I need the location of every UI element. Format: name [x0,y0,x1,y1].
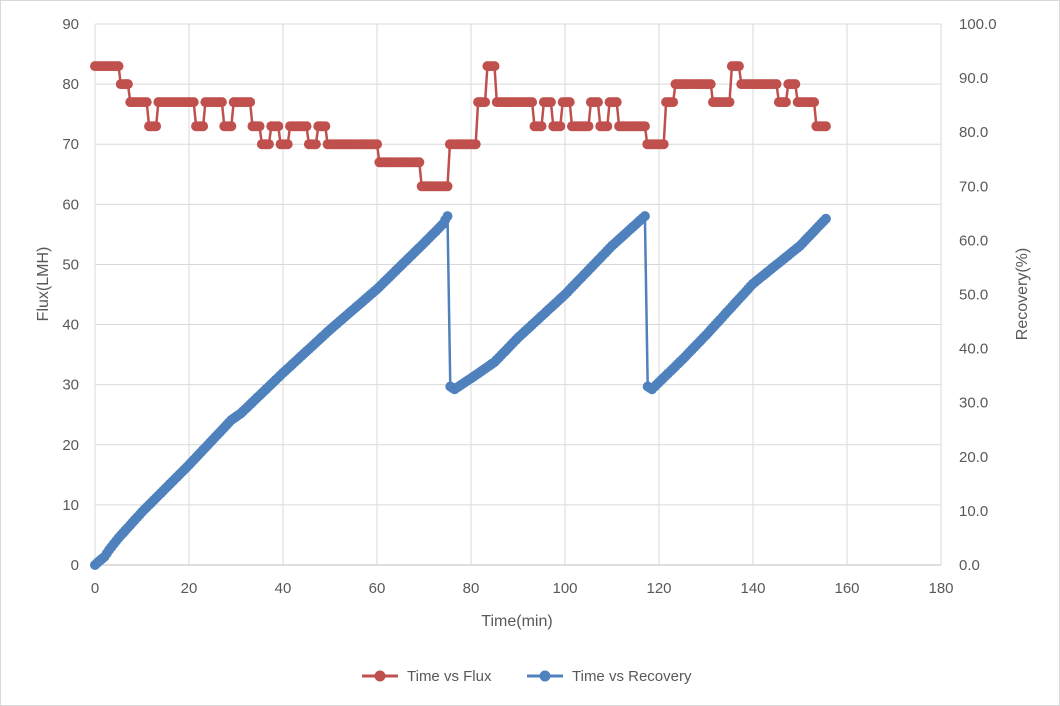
series-recovery [90,211,831,570]
flux-point [564,97,575,108]
flux-point [668,97,679,108]
legend-recovery-label: Time vs Recovery [572,668,692,685]
y2-tick-label: 10.0 [959,503,988,520]
flux-point [820,121,831,132]
y-tick-label: 0 [71,557,79,574]
flux-point [245,97,256,108]
flux-point [273,121,284,132]
flux-point [527,97,538,108]
flux-point [602,121,613,132]
y-tick-label: 40 [62,317,79,334]
x-tick-labels: 0 20 40 60 80 100 120 140 160 180 [91,580,954,597]
x-tick-label: 80 [463,580,480,597]
x-tick-label: 180 [928,580,953,597]
flux-point [480,97,491,108]
flux-point [254,121,265,132]
y2-tick-label: 0.0 [959,557,980,574]
legend-flux-label: Time vs Flux [407,668,492,685]
flux-point [555,121,566,132]
y-axis-title: Flux(LMH) [35,247,52,322]
flux-point [282,139,293,150]
flux-point [372,139,382,150]
y-tick-label: 50 [62,256,79,273]
y-tick-label: 60 [62,196,79,213]
flux-point [310,139,321,150]
y2-axis-title: Recovery(%) [1014,248,1031,340]
flux-point [470,139,481,150]
x-tick-label: 0 [91,580,99,597]
flux-point [545,97,556,108]
series-flux [90,61,831,192]
series-layer [90,61,831,570]
flux-point [809,97,820,108]
flux-point [198,121,209,132]
flux-point [724,97,735,108]
y-tick-label: 80 [62,76,79,93]
flux-point [536,121,547,132]
plot-grid [94,23,942,566]
y-tick-labels: 0 10 20 30 40 50 60 70 80 90 [62,16,79,574]
flux-point [263,139,274,150]
y2-tick-label: 40.0 [959,341,988,358]
x-tick-label: 100 [552,580,577,597]
x-tick-label: 140 [740,580,765,597]
legend-flux-marker [374,670,386,682]
flux-point [188,97,199,108]
y2-tick-label: 100.0 [959,16,997,33]
flux-point [141,97,152,108]
flux-point [583,121,594,132]
y2-tick-label: 20.0 [959,449,988,466]
legend-recovery-marker [539,670,551,682]
flux-point [733,61,744,72]
x-tick-label: 40 [275,580,292,597]
flux-point [122,79,133,90]
flux-point [320,121,331,132]
y2-tick-labels: 0.0 10.0 20.0 30.0 40.0 50.0 60.0 70.0 80.0 90.0 1… [959,16,997,574]
y-tick-label: 90 [62,16,79,33]
flux-point [113,61,124,72]
legend: Time vs Flux Time vs Recovery [362,668,692,685]
y2-tick-label: 90.0 [959,70,988,87]
flux-point [771,79,782,90]
flux-point [611,97,622,108]
y2-tick-label: 80.0 [959,124,988,141]
y-tick-label: 20 [62,437,79,454]
flux-point [790,79,801,90]
x-axis-title: Time(min) [481,613,552,630]
recovery-point [820,213,831,224]
flux-point [780,97,791,108]
y2-tick-label: 50.0 [959,287,988,304]
flux-point [301,121,312,132]
flux-point [592,97,603,108]
recovery-point [442,211,453,222]
flux-point [226,121,237,132]
y-tick-label: 10 [62,497,79,514]
y-tick-label: 30 [62,377,79,394]
flux-point [489,61,500,72]
recovery-point [639,211,650,222]
flux-point [658,139,669,150]
x-tick-label: 120 [646,580,671,597]
x-tick-label: 20 [181,580,198,597]
flux-point [151,121,162,132]
y2-tick-label: 30.0 [959,395,988,412]
y2-tick-label: 60.0 [959,232,988,249]
flux-point [705,79,716,90]
flux-point [216,97,227,108]
x-tick-label: 60 [369,580,386,597]
y2-tick-label: 70.0 [959,178,988,195]
flux-point [639,121,650,132]
x-tick-label: 160 [834,580,859,597]
flux-point [442,181,453,192]
y-tick-label: 70 [62,136,79,153]
flux-point [414,157,425,168]
